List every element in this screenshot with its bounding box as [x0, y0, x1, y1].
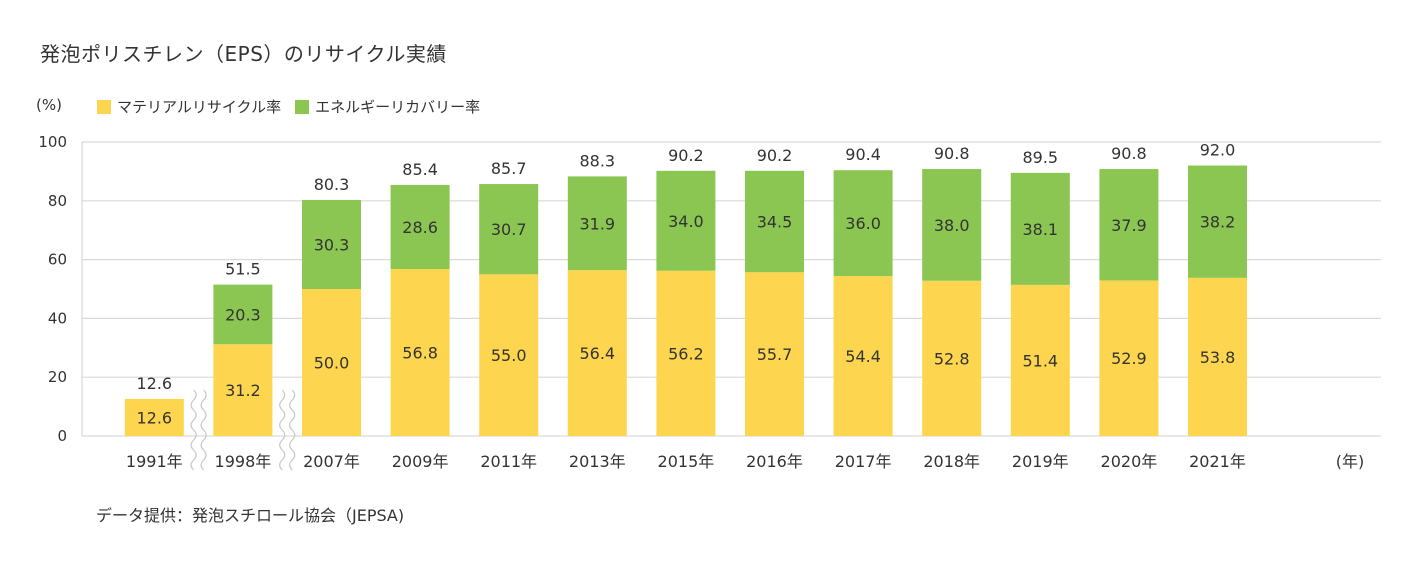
bar-energy	[922, 169, 982, 281]
x-tick-label: 2018年	[923, 452, 980, 471]
bar-material	[124, 398, 184, 436]
bar-material	[656, 270, 716, 436]
bar-energy-label: 37.9	[1111, 216, 1147, 235]
bar-material	[479, 274, 539, 436]
bar-material-label: 52.9	[1111, 349, 1147, 368]
x-tick-label: 2019年	[1012, 452, 1069, 471]
legend-item-material: マテリアルリサイクル率	[97, 96, 281, 117]
bar-energy	[1188, 165, 1247, 278]
bar-total-label: 80.3	[314, 175, 350, 194]
legend-item-energy: エネルギーリカバリー率	[295, 96, 480, 117]
bar-material	[567, 270, 627, 436]
axis-break-mark	[200, 389, 207, 471]
bar-energy	[656, 170, 716, 271]
bar-energy-label: 30.7	[491, 220, 527, 239]
bar-energy-label: 34.5	[757, 213, 793, 232]
x-tick-label: 2016年	[746, 452, 803, 471]
y-tick-label: 20	[48, 368, 67, 386]
bar-energy-label: 38.1	[1022, 220, 1058, 239]
legend-swatch-energy	[295, 99, 310, 114]
bar-energy-label: 31.9	[579, 214, 615, 233]
bar-material-label: 50.0	[314, 354, 350, 373]
bar-material-label: 52.8	[934, 349, 970, 368]
bar-material	[1188, 277, 1247, 436]
bar-energy	[833, 170, 893, 277]
x-tick-label: 2007年	[303, 452, 360, 471]
bar-energy	[302, 199, 361, 289]
bar-energy	[1010, 172, 1070, 285]
y-tick-label: 40	[48, 309, 67, 327]
legend-label-material: マテリアルリサイクル率	[117, 98, 282, 116]
bar-energy	[213, 284, 273, 345]
x-tick-label: 2015年	[658, 452, 715, 471]
bar-total-label: 85.4	[402, 160, 438, 179]
bar-material	[390, 269, 450, 436]
bar-material-label: 55.7	[757, 345, 793, 364]
x-tick-label: 2013年	[569, 452, 626, 471]
x-tick-label: 2009年	[392, 452, 449, 471]
y-tick-label: 100	[38, 133, 67, 151]
y-tick-label: 60	[48, 251, 67, 269]
y-tick-label: 80	[48, 192, 67, 210]
bar-material-label: 55.0	[491, 346, 527, 365]
bar-total-label: 90.8	[1111, 144, 1147, 163]
bar-energy-label: 34.0	[668, 212, 704, 231]
bar-material	[302, 289, 361, 436]
bar-material	[745, 272, 804, 436]
bar-total-label: 92.0	[1200, 141, 1236, 160]
legend-swatch-material	[97, 99, 111, 114]
data-source-note: データ提供：発泡スチロール協会（JEPSA)	[96, 506, 405, 525]
bar-material-label: 31.2	[225, 381, 261, 400]
x-tick-label: 1998年	[215, 452, 272, 471]
bar-total-label: 89.5	[1022, 148, 1058, 167]
legend-label-energy: エネルギーリカバリー率	[315, 98, 481, 116]
bar-energy-label: 38.0	[934, 216, 970, 235]
bar-energy	[745, 170, 804, 273]
x-tick-label: 2017年	[835, 452, 892, 471]
y-axis-unit: (%)	[36, 96, 62, 114]
x-tick-label: 2020年	[1101, 452, 1158, 471]
bar-material-label: 53.8	[1200, 348, 1236, 367]
bar-energy	[567, 176, 627, 271]
bar-energy-label: 30.3	[314, 235, 350, 254]
bar-energy-label: 36.0	[845, 214, 881, 233]
bar-total-label: 88.3	[579, 151, 615, 170]
axis-break-mark	[289, 389, 296, 471]
axis-break-mark	[279, 389, 286, 471]
bar-material	[833, 276, 893, 436]
bar-total-label: 51.5	[225, 260, 261, 279]
bar-material-label: 56.4	[579, 344, 615, 363]
bar-total-label: 90.2	[757, 146, 793, 165]
bar-total-label: 90.4	[845, 145, 881, 164]
chart-title: 発泡ポリスチレン（EPS）のリサイクル実績	[40, 42, 447, 66]
bar-energy	[1099, 169, 1159, 281]
bar-total-label: 85.7	[491, 159, 527, 178]
x-tick-label: 2011年	[480, 452, 537, 471]
bar-material-label: 54.4	[845, 347, 881, 366]
bar-energy-label: 38.2	[1200, 213, 1236, 232]
bar-energy-label: 28.6	[402, 218, 438, 237]
axis-break-mark	[190, 389, 197, 471]
y-tick-label: 0	[57, 427, 67, 445]
bar-total-label: 90.8	[934, 144, 970, 163]
legend: マテリアルリサイクル率 エネルギーリカバリー率	[97, 96, 494, 117]
bar-total-label: 12.6	[136, 374, 172, 393]
bar-material	[213, 344, 273, 436]
x-tick-label: 2021年	[1189, 452, 1246, 471]
bar-material-label: 56.8	[402, 344, 438, 363]
x-tick-label: 1991年	[126, 452, 183, 471]
bar-material-label: 56.2	[668, 344, 704, 363]
bar-material	[922, 280, 982, 436]
bar-total-label: 90.2	[668, 146, 704, 165]
bar-material-label: 12.6	[136, 408, 172, 427]
bar-material	[1010, 284, 1070, 436]
bar-energy	[390, 184, 450, 270]
x-axis-unit: (年)	[1336, 452, 1365, 471]
bar-energy	[479, 184, 539, 275]
bar-material-label: 51.4	[1022, 351, 1058, 370]
bar-material	[1099, 280, 1159, 436]
bar-energy-label: 20.3	[225, 305, 261, 324]
